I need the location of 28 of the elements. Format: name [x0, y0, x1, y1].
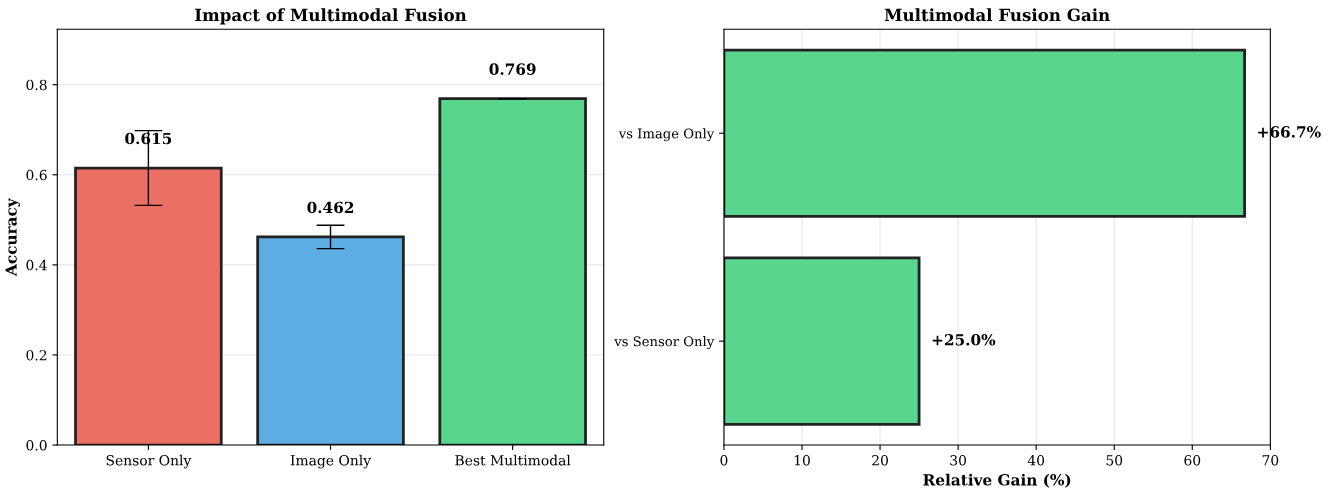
y-tick-label: 0.2	[26, 349, 47, 361]
x-tick-label: Sensor Only	[106, 454, 192, 469]
y-tick-label: vs Image Only	[618, 128, 715, 142]
bar	[256, 235, 405, 446]
x-axis-title: Relative Gain (%)	[923, 473, 1071, 488]
x-tick-label: 70	[1262, 455, 1279, 466]
y-tick-label: 0.6	[26, 169, 47, 181]
x-tick-label: 10	[794, 455, 810, 466]
chart-title: Multimodal Fusion Gain	[884, 8, 1110, 22]
x-tick-label: 40	[1027, 455, 1045, 466]
x-tick-label: 20	[872, 455, 888, 466]
x-tick-label: 0	[720, 455, 728, 466]
chart-title: Impact of Multimodal Fusion	[195, 8, 467, 25]
y-axis-title: Accuracy	[5, 197, 20, 277]
x-tick-label: 50	[1106, 455, 1123, 466]
y-tick-label: 0.4	[26, 259, 47, 271]
data-label: +25.0%	[932, 333, 996, 346]
y-tick-label: 0.8	[26, 79, 47, 91]
data-label: 0.462	[307, 201, 354, 214]
x-tick-label: 60	[1184, 455, 1201, 466]
y-tick-label: vs Sensor Only	[614, 336, 715, 350]
bar	[74, 166, 223, 446]
bar	[438, 97, 587, 446]
x-tick-label: Image Only	[290, 454, 372, 469]
data-label: 0.769	[489, 63, 536, 75]
y-tick-label: 0.0	[26, 440, 47, 451]
x-tick-label: Best Multimodal	[455, 454, 571, 466]
x-tick-label: 30	[950, 455, 967, 466]
